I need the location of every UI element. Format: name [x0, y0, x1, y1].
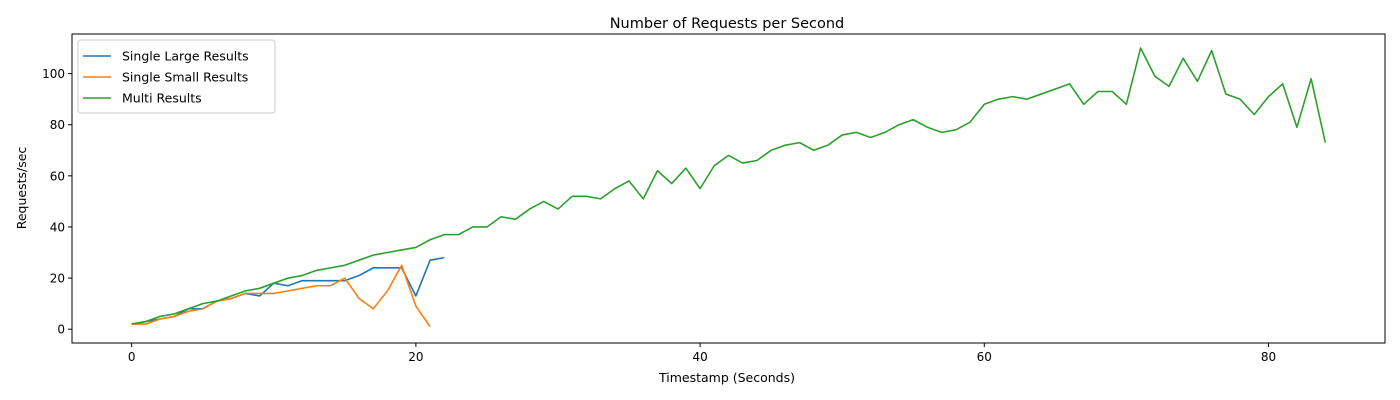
legend-frame — [77, 39, 276, 114]
legend: Single Large Results Single Small Result… — [77, 39, 276, 114]
legend-label: Single Large Results — [122, 49, 249, 64]
x-tick-label: 20 — [408, 350, 423, 364]
y-axis-label: Requests/sec — [14, 147, 29, 230]
y-tick-label: 100 — [42, 67, 65, 81]
x-tick-label: 40 — [692, 350, 707, 364]
series-line-1 — [131, 264, 431, 328]
x-axis: 0 20 40 60 80 — [128, 343, 1276, 364]
x-tick-label: 60 — [977, 350, 992, 364]
legend-label: Single Small Results — [122, 70, 248, 85]
y-tick-label: 20 — [50, 272, 65, 286]
series-line-0 — [131, 256, 445, 325]
chart-title: Number of Requests per Second — [610, 16, 845, 32]
x-axis-label: Timestamp (Seconds) — [658, 370, 795, 385]
plot-frame — [71, 33, 1386, 344]
plot-area — [131, 47, 1327, 328]
x-tick-label: 80 — [1261, 350, 1276, 364]
y-tick-label: 0 — [57, 323, 65, 337]
y-tick-label: 80 — [50, 118, 65, 132]
legend-label: Multi Results — [122, 91, 202, 106]
series-line-2 — [131, 47, 1327, 325]
y-tick-label: 40 — [50, 220, 65, 234]
x-tick-label: 0 — [128, 350, 136, 364]
y-axis: 0 20 40 60 80 100 — [42, 67, 72, 337]
y-tick-label: 60 — [50, 169, 65, 183]
